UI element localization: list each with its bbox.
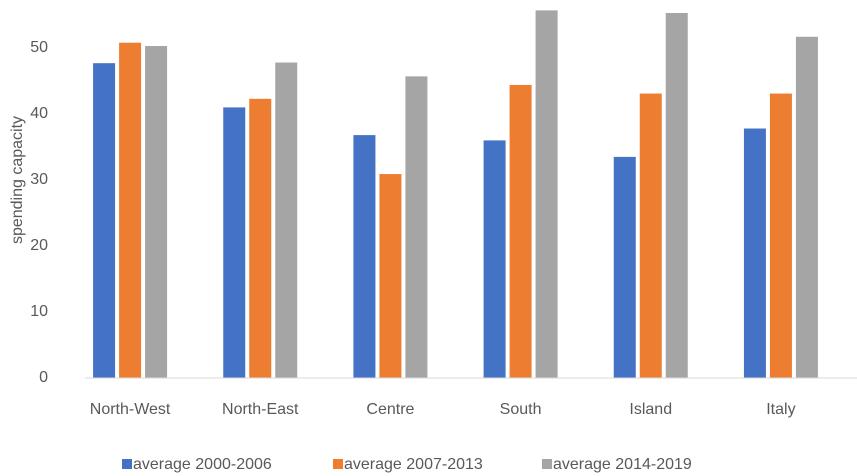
bar bbox=[613, 156, 636, 378]
bar bbox=[743, 128, 766, 378]
legend-swatch bbox=[122, 459, 132, 469]
legend-label: average 2014-2019 bbox=[553, 456, 692, 473]
bar bbox=[93, 63, 116, 379]
bar bbox=[405, 76, 428, 378]
legend-swatch bbox=[333, 459, 343, 469]
x-tick-label: North-East bbox=[222, 401, 299, 418]
y-tick-label: 50 bbox=[30, 39, 48, 56]
y-tick-label: 40 bbox=[30, 105, 48, 122]
y-tick-label: 0 bbox=[39, 369, 48, 386]
bar bbox=[145, 46, 168, 379]
bar bbox=[483, 140, 506, 378]
legend-label: average 2007-2013 bbox=[344, 456, 483, 473]
y-axis-label: spending capacity bbox=[9, 116, 26, 244]
x-tick-label: Centre bbox=[366, 401, 414, 418]
x-tick-label: South bbox=[500, 401, 542, 418]
bar bbox=[379, 174, 402, 378]
bar bbox=[639, 93, 662, 378]
bar bbox=[665, 13, 688, 379]
bar bbox=[769, 93, 792, 378]
y-tick-label: 30 bbox=[30, 171, 48, 188]
legend-swatch bbox=[542, 459, 552, 469]
bar bbox=[119, 42, 142, 378]
bar bbox=[795, 36, 818, 378]
legend-label: average 2000-2006 bbox=[133, 456, 272, 473]
x-tick-label: Island bbox=[629, 401, 672, 418]
bar bbox=[535, 10, 558, 378]
bar bbox=[353, 135, 376, 378]
y-tick-label: 10 bbox=[30, 303, 48, 320]
bar bbox=[275, 62, 298, 379]
x-tick-label: North-West bbox=[90, 401, 171, 418]
x-tick-label: Italy bbox=[766, 401, 795, 418]
y-tick-label: 20 bbox=[30, 237, 48, 254]
bar bbox=[249, 98, 272, 378]
bar bbox=[509, 84, 532, 379]
bar bbox=[223, 107, 246, 379]
